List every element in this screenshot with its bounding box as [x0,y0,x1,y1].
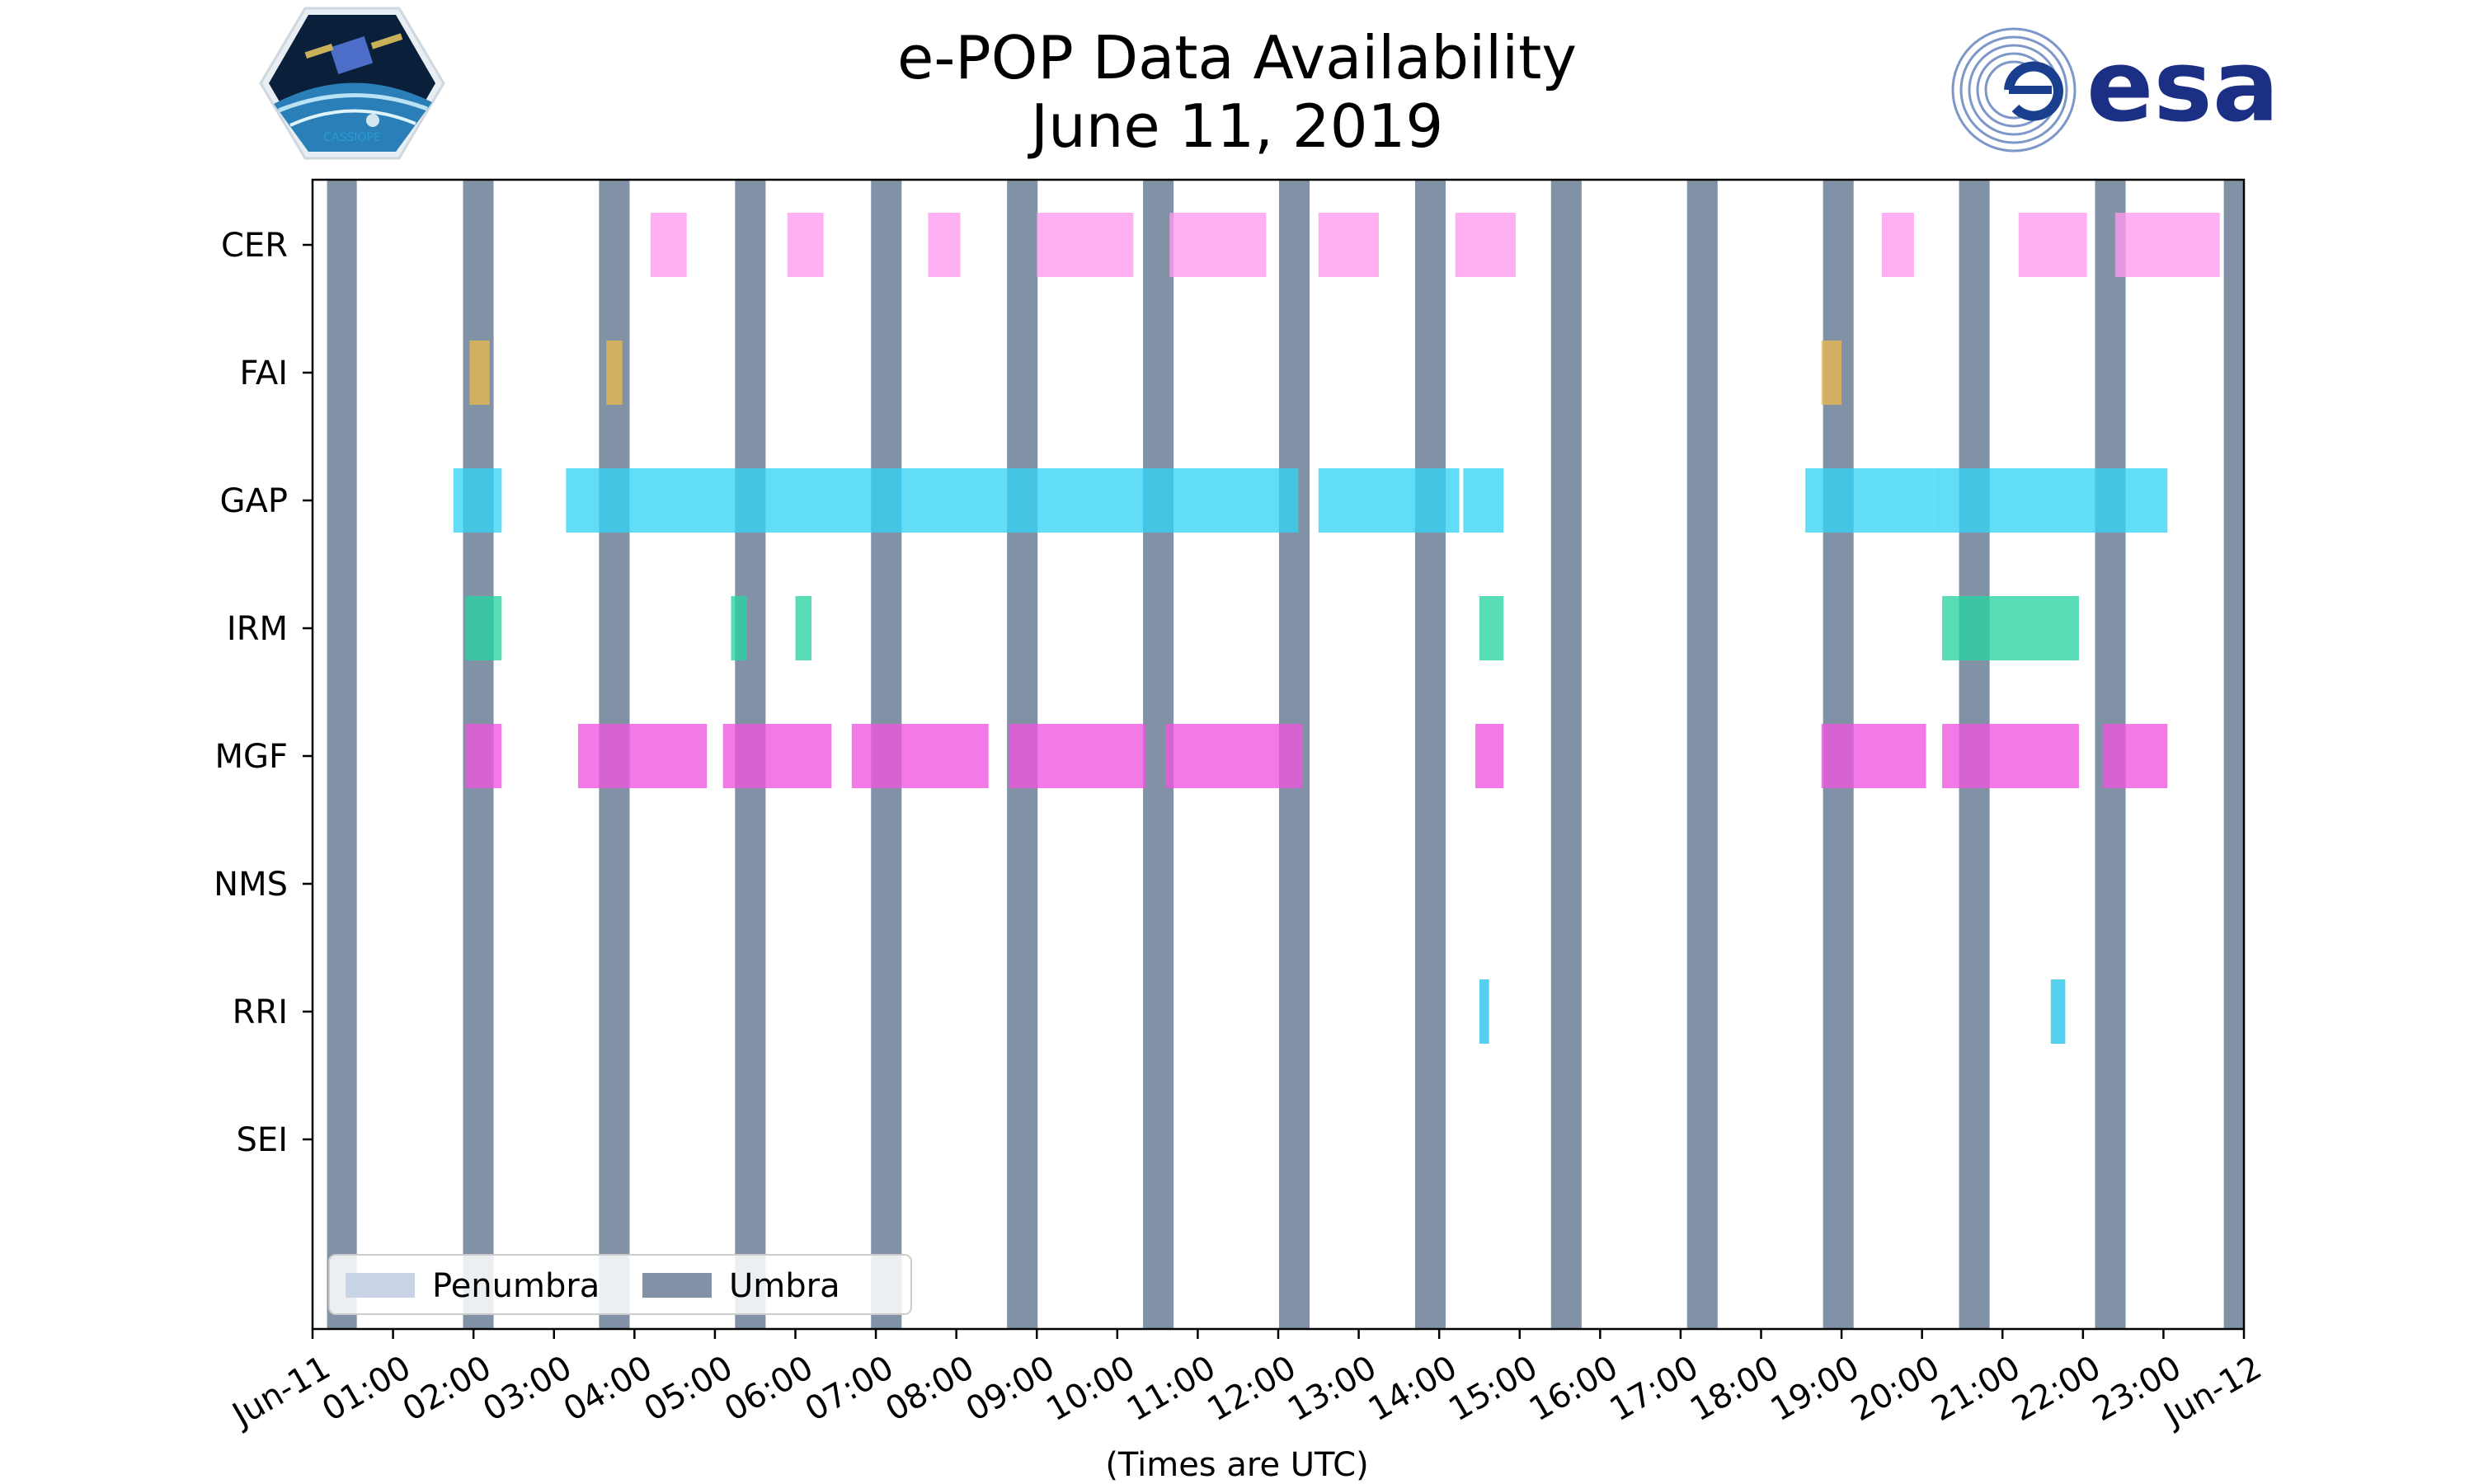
x-tick-label-19: 19:00 [1765,1349,1866,1429]
bar-mgf-2 [722,724,832,788]
x-tick-label-14: 14:00 [1362,1349,1464,1429]
bar-gap-1 [566,468,731,533]
x-tick-label-10: 10:00 [1040,1349,1141,1429]
bar-irm-3 [1479,596,1504,660]
x-tick-label-3: 03:00 [477,1349,578,1429]
x-tick-label-18: 18:00 [1684,1349,1785,1429]
umbra-band-9 [1550,180,1582,1329]
bar-cer-1 [787,213,824,277]
bar-mgf-0 [465,724,502,788]
bar-cer-6 [1455,213,1516,277]
esa-logo-text: esa [2086,30,2279,144]
bar-mgf-3 [851,724,989,788]
bar-cer-8 [2018,213,2087,277]
bar-irm-4 [1942,596,2079,660]
legend-label-penumbra: Penumbra [432,1267,600,1305]
bar-cer-2 [928,213,961,277]
y-tick-label-rri: RRI [233,993,288,1031]
bar-irm-1 [731,596,747,660]
x-tick-label-21: 21:00 [1926,1349,2027,1429]
bar-gap-0 [453,468,502,533]
bar-irm-2 [795,596,812,660]
x-tick-label-5: 05:00 [637,1349,739,1429]
bar-cer-7 [1881,213,1914,277]
x-axis: Jun-1101:0002:0003:0004:0005:0006:0007:0… [224,1329,2268,1435]
x-tick-label-6: 06:00 [718,1349,820,1429]
legend-swatch-umbra [642,1273,712,1298]
x-tick-label-13: 13:00 [1282,1349,1383,1429]
x-tick-label-15: 15:00 [1442,1349,1544,1429]
legend: Penumbra Umbra [328,1254,912,1315]
bar-cer-9 [2114,213,2220,277]
x-tick-label-12: 12:00 [1202,1349,1303,1429]
bar-mgf-6 [1475,724,1504,788]
y-tick-label-cer: CER [221,227,288,265]
y-axis: CER FAI GAP IRM MGF NMS RRI SEI [214,227,313,1159]
bar-fai-0 [469,340,490,405]
x-axis-label: (Times are UTC) [1105,1446,1369,1484]
legend-swatch-penumbra [346,1273,415,1298]
bar-gap-4 [1463,468,1504,533]
bars-layer [453,213,2220,1044]
umbra-band-10 [1686,180,1718,1329]
x-tick-label-20: 20:00 [1845,1349,1946,1429]
bar-cer-0 [650,213,687,277]
umbra-band-0 [327,180,357,1329]
x-tick-label-9: 09:00 [960,1349,1061,1429]
bar-rri-0 [1479,979,1489,1044]
bar-mgf-5 [1165,724,1303,788]
y-tick-label-fai: FAI [240,355,289,392]
bar-gap-2 [731,468,1299,533]
x-tick-label-4: 04:00 [557,1349,659,1429]
bar-irm-0 [465,596,502,660]
bar-mgf-4 [1009,724,1145,788]
cassiope-logo: CASSIOPE [259,7,445,160]
x-tick-label-7: 07:00 [799,1349,901,1429]
bar-mgf-8 [1942,724,2079,788]
x-tick-label-17: 17:00 [1603,1349,1705,1429]
x-tick-label-11: 11:00 [1121,1349,1222,1429]
bar-cer-4 [1169,213,1267,277]
chart-title-line2: June 11, 2019 [1030,92,1444,161]
legend-label-umbra: Umbra [729,1267,840,1305]
bar-mgf-7 [1821,724,1926,788]
chart-title-line1: e-POP Data Availability [897,23,1577,92]
y-tick-label-irm: IRM [227,610,288,648]
x-tick-label-8: 08:00 [879,1349,981,1429]
bar-rri-1 [2050,979,2066,1044]
x-tick-label-0: Jun-11 [224,1349,336,1435]
y-tick-label-mgf: MGF [214,738,288,776]
x-tick-label-16: 16:00 [1523,1349,1625,1429]
x-tick-label-1: 01:00 [316,1349,417,1429]
bar-mgf-1 [578,724,708,788]
bar-gap-6 [1934,468,2168,533]
bar-gap-5 [1805,468,1935,533]
bar-cer-3 [1037,213,1134,277]
cassiope-logo-text: CASSIOPE [323,131,381,144]
bar-gap-3 [1318,468,1460,533]
umbra-band-14 [2223,180,2244,1329]
x-tick-label-2: 02:00 [397,1349,498,1429]
bar-fai-1 [606,340,623,405]
y-tick-label-sei: SEI [237,1121,288,1159]
bar-mgf-9 [2103,724,2168,788]
y-tick-label-gap: GAP [220,482,288,520]
umbra-band-8 [1414,180,1446,1329]
bar-fai-2 [1821,340,1842,405]
esa-logo: esa [1951,27,2279,153]
bar-cer-5 [1318,213,1379,277]
y-tick-label-nms: NMS [214,866,288,904]
x-tick-label-22: 22:00 [2006,1349,2107,1429]
legend-box [328,1254,912,1315]
